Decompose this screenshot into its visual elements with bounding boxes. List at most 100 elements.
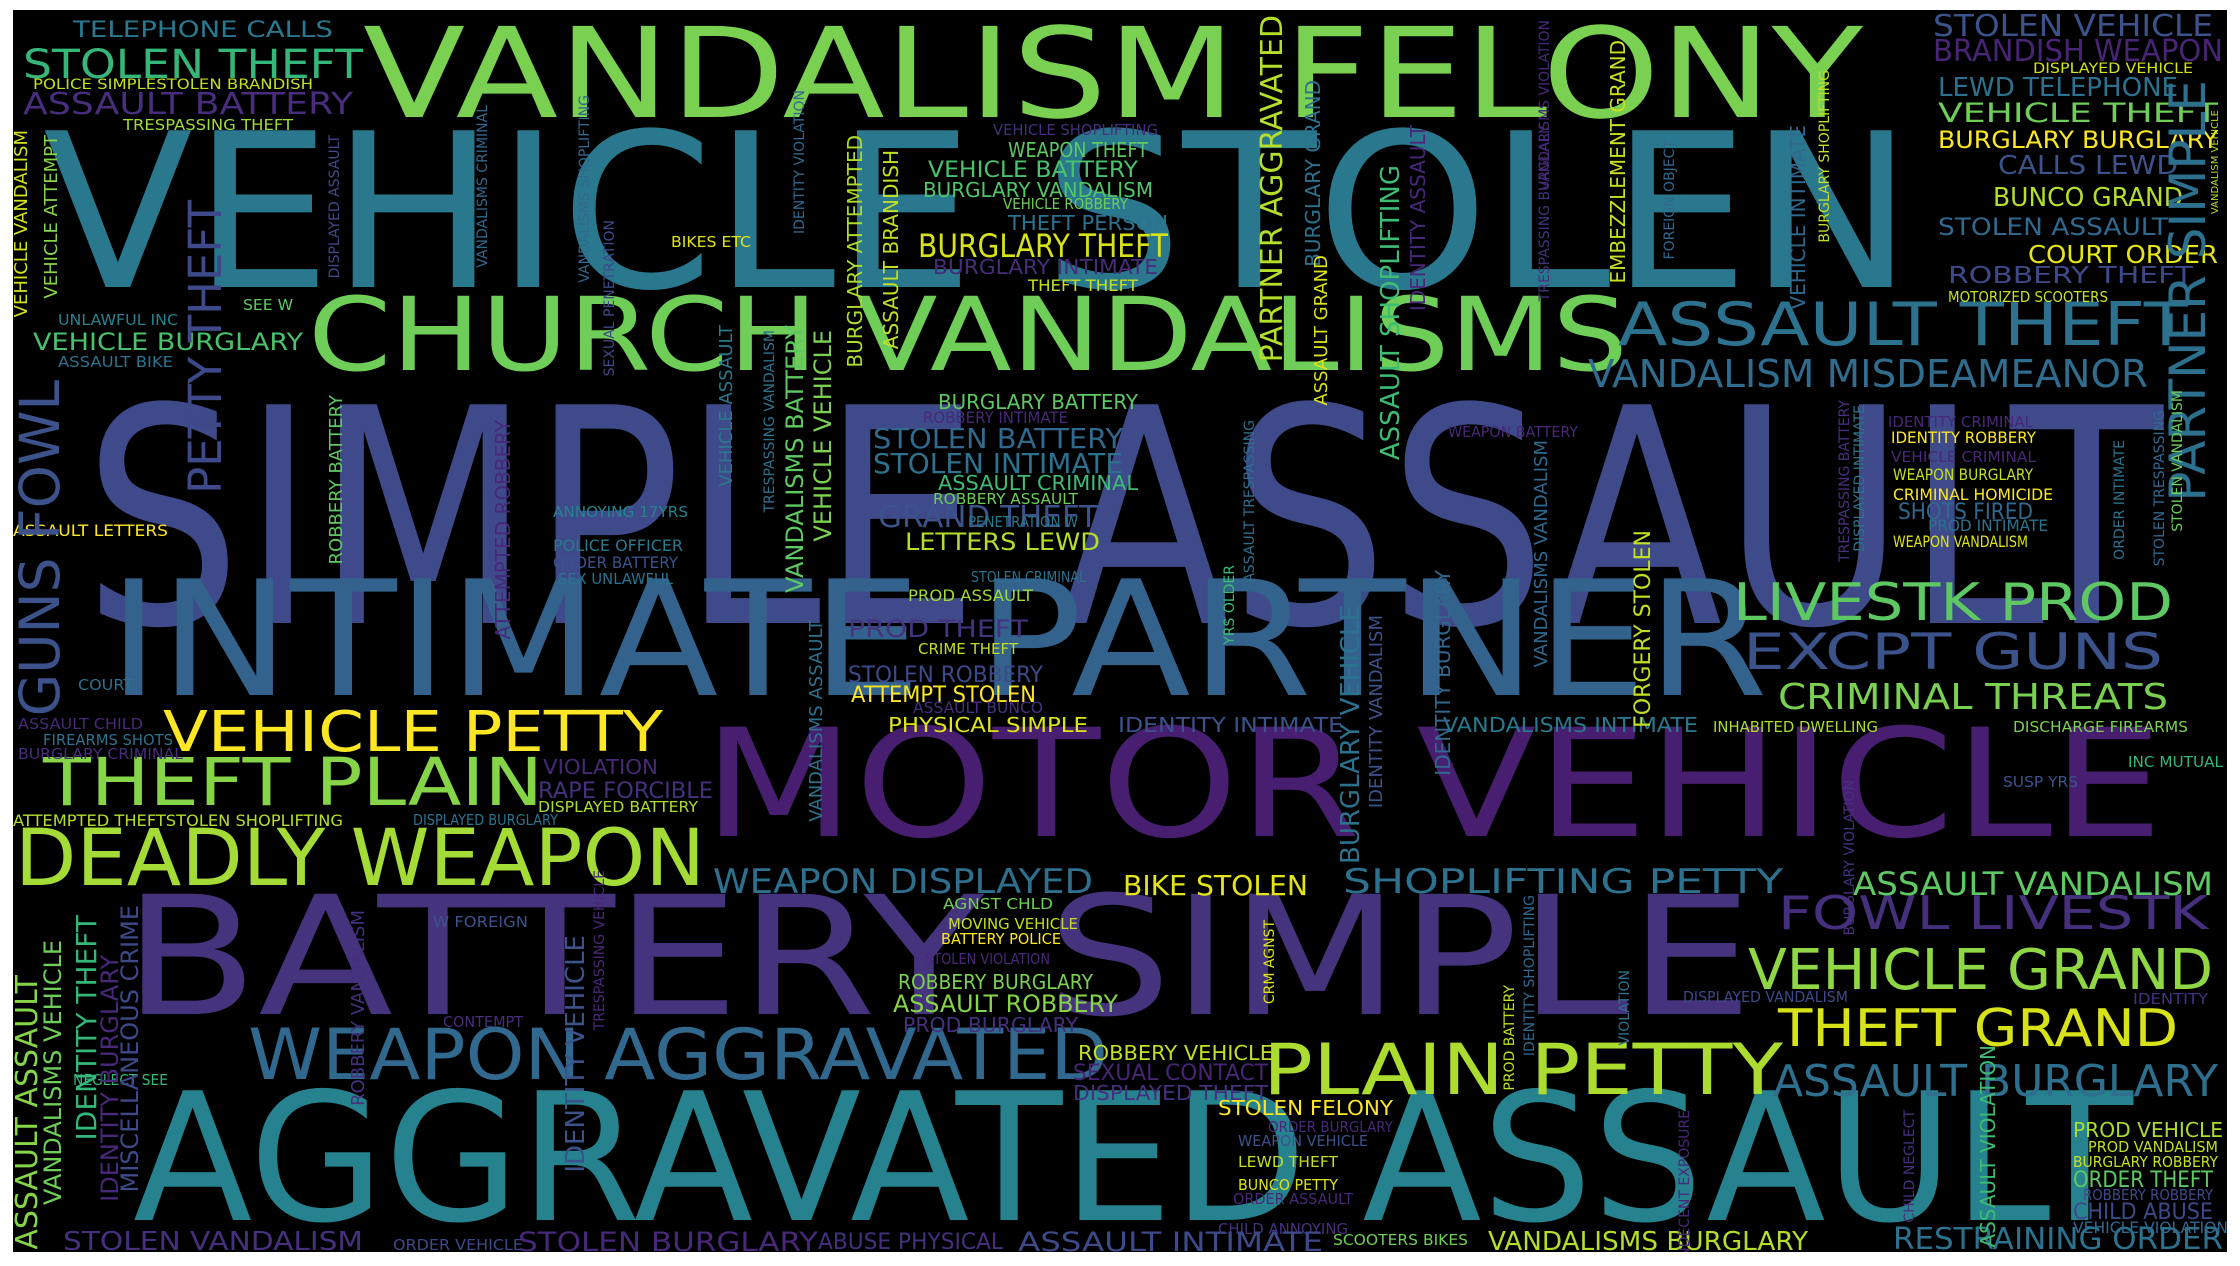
word-court-order: COURT ORDER bbox=[2028, 240, 2218, 269]
word-battery-simple: BATTERY SIMPLE bbox=[123, 861, 1753, 1053]
word-burglary-shoplifting: BURGLARY SHOPLIFTING bbox=[1817, 70, 1833, 243]
word-order-theft: ORDER THEFT bbox=[2073, 1168, 2213, 1193]
word-vandalisms-vandalism: VANDALISMS VANDALISM bbox=[1531, 440, 1552, 668]
word-petty-theft: PETTY THEFT bbox=[179, 200, 232, 494]
word-assault-burglary: ASSAULT BURGLARY bbox=[1773, 1056, 2218, 1107]
word-vehicle-battery: VEHICLE BATTERY bbox=[928, 158, 1138, 183]
word-vehicle-shoplifting: VEHICLE SHOPLIFTING bbox=[993, 121, 1158, 139]
word-criminal-threats: CRIMINAL THREATS bbox=[1778, 677, 2168, 718]
word-assault-criminal: ASSAULT CRIMINAL bbox=[938, 471, 1138, 495]
word-restraining-order: RESTRAINING ORDER bbox=[1893, 1222, 2223, 1253]
word-displayed-vandalism: DISPLAYED VANDALISM bbox=[1683, 988, 1848, 1006]
word-grand-theft: GRAND THEFT bbox=[878, 500, 1098, 535]
word-displayed-assault: DISPLAYED ASSAULT bbox=[327, 135, 343, 279]
word-vandalism-felony: VANDALISM FELONY bbox=[363, 10, 1863, 147]
word-crime-theft: CRIME THEFT bbox=[918, 640, 1018, 658]
word-burglary-grand: BURGLARY GRAND bbox=[1301, 80, 1325, 267]
word-stolen-burglary: STOLEN BURGLARY bbox=[518, 1227, 818, 1252]
word-battery-police: BATTERY POLICE bbox=[941, 930, 1061, 948]
word-police-officer: POLICE OFFICER bbox=[553, 536, 683, 555]
word-bike-stolen: BIKE STOLEN bbox=[1123, 869, 1308, 902]
word-displayed-battery: DISPLAYED BATTERY bbox=[538, 798, 698, 816]
word-robbery-vehicle: ROBBERY VEHICLE bbox=[1078, 1041, 1273, 1065]
word-identity-vandalism: IDENTITY VANDALISM bbox=[1366, 615, 1387, 809]
word-guns-fowl: GUNS FOWL bbox=[13, 380, 72, 717]
word-forgery-stolen: FORGERY STOLEN bbox=[1631, 530, 1656, 728]
word-robbery-battery: ROBBERY BATTERY bbox=[326, 395, 347, 565]
word-vehicle-robbery: VEHICLE ROBBERY bbox=[1003, 195, 1128, 213]
word-assault-robbery: ASSAULT ROBBERY bbox=[893, 990, 1118, 1018]
word-vandalism-misdeameanor: VANDALISM MISDEAMEANOR bbox=[1588, 352, 2148, 396]
word-church-vandalisms: CHURCH VANDALISMS bbox=[308, 276, 1628, 395]
word-miscellaneous-crime: MISCELLANEOUS CRIME bbox=[116, 905, 144, 1193]
word-lewd-theft: LEWD THEFT bbox=[1238, 1153, 1338, 1171]
word-vandalisms-assault: VANDALISMS ASSAULT bbox=[806, 620, 827, 822]
word-attempt-stolen: ATTEMPT STOLEN bbox=[851, 683, 1036, 708]
word-aggravated-assault: AGGRAVATED ASSAULT bbox=[133, 1055, 2133, 1252]
word-displayed-burglary: DISPLAYED BURGLARY bbox=[413, 811, 558, 829]
word-see-w: SEE W bbox=[243, 296, 293, 314]
word-sex-unlawful: SEX UNLAWFUL bbox=[558, 570, 673, 588]
word-burglary-attempted: BURGLARY ATTEMPTED bbox=[843, 135, 867, 368]
word-displayed-theft: DISPLAYED THEFT bbox=[1073, 1081, 1268, 1105]
word-stolen-felony: STOLEN FELONY bbox=[1218, 1096, 1393, 1120]
word-weapon-theft: WEAPON THEFT bbox=[1008, 138, 1148, 162]
word-displayed-intimate: DISPLAYED INTIMATE bbox=[1852, 405, 1868, 552]
word-trespassing-battery: TRESPASSING BATTERY bbox=[1837, 400, 1853, 562]
word-weapon-battery: WEAPON BATTERY bbox=[1448, 423, 1578, 441]
word-vehicle-assault: VEHICLE ASSAULT bbox=[716, 325, 737, 487]
word-prod-assault: PROD ASSAULT bbox=[908, 586, 1033, 605]
word-motorized-scooters: MOTORIZED SCOOTERS bbox=[1948, 288, 2108, 306]
word-displayed-vehicle: DISPLAYED VEHICLE bbox=[2033, 61, 2193, 77]
word-burglary-criminal: BURGLARY CRIMINAL bbox=[18, 745, 183, 763]
word-partner-aggravated: PARTNER AGGRAVATED bbox=[1255, 15, 1290, 363]
word-contempt: CONTEMPT bbox=[443, 1013, 523, 1031]
word-identity-assault: IDENTITY ASSAULT bbox=[1406, 125, 1430, 312]
word-burglary-robbery: BURGLARY ROBBERY bbox=[2073, 1153, 2218, 1171]
word-stolen-assault: STOLEN ASSAULT bbox=[1938, 213, 2168, 241]
word-neglect-see: NEGLECT SEE bbox=[73, 1071, 168, 1089]
word-prod-intimate: PROD INTIMATE bbox=[1928, 516, 2048, 535]
word-abuse-physical: ABUSE PHYSICAL bbox=[818, 1230, 1003, 1253]
word-cloud: SIMPLE ASSAULT VEHICLE STOLEN AGGRAVATED A… bbox=[13, 10, 2227, 1252]
word-attempted-theftstolen-shoplifting: ATTEMPTED THEFTSTOLEN SHOPLIFTING bbox=[13, 811, 343, 830]
word-penetration-w: PENETRATION W bbox=[968, 513, 1078, 531]
word-vehicle-violation: VEHICLE VIOLATION bbox=[2073, 1218, 2227, 1237]
word-assault-violation: ASSAULT VIOLATION bbox=[1976, 1045, 2000, 1248]
word-violation: VIOLATION bbox=[543, 755, 658, 779]
word-stolen-vandalism: STOLEN VANDALISM bbox=[2170, 390, 2186, 532]
word-stolen-intimate: STOLEN INTIMATE bbox=[873, 447, 1123, 480]
word-assault-battery: ASSAULT BATTERY bbox=[23, 87, 354, 122]
word-vehicle-theft: VEHICLE THEFT bbox=[1938, 98, 2218, 129]
word-identity: IDENTITY bbox=[2133, 990, 2208, 1008]
word-motor-vehicle: MOTOR VEHICLE bbox=[703, 698, 2163, 872]
word-vehicle-petty: VEHICLE PETTY bbox=[163, 700, 663, 765]
word-weapon-burglary: WEAPON BURGLARY bbox=[1893, 465, 2033, 484]
word-vandalisms-vehicle: VANDALISMS VEHICLE bbox=[39, 940, 67, 1205]
word-burglary-vehicle: BURGLARY VEHICLE bbox=[1336, 605, 1366, 864]
word-susp-yrs: SUSP YRS bbox=[2003, 773, 2078, 791]
word-w-foreign: W FOREIGN bbox=[433, 913, 528, 931]
word-stolen-battery: STOLEN BATTERY bbox=[873, 422, 1123, 455]
word-excpt-guns: EXCPT GUNS bbox=[1743, 623, 2163, 681]
word-simple-assault: SIMPLE ASSAULT bbox=[83, 345, 2163, 694]
word-order-burglary: ORDER BURGLARY bbox=[1268, 1118, 1393, 1136]
word-child-neglect: CHILD NEGLECT bbox=[1902, 1110, 1918, 1223]
word-theft-grand: THEFT GRAND bbox=[1778, 999, 2178, 1059]
word-order-vehicle: ORDER VEHICLE bbox=[393, 1236, 523, 1253]
word-stolen-criminal: STOLEN CRIMINAL bbox=[971, 568, 1086, 586]
word-prod-vandalism: PROD VANDALISM bbox=[2088, 1138, 2218, 1156]
word-deadly-weapon: DEADLY WEAPON bbox=[15, 814, 705, 904]
word-stolen-vehicle: STOLEN VEHICLE bbox=[1933, 10, 2213, 44]
word-assault-vandalism: ASSAULT VANDALISM bbox=[1853, 865, 2213, 903]
word-theft-theft: THEFT THEFT bbox=[1028, 276, 1138, 295]
word-robbery-burglary: ROBBERY BURGLARY bbox=[898, 970, 1093, 994]
word-firearms-shots: FIREARMS SHOTS bbox=[43, 731, 173, 749]
word-prod-vehicle: PROD VEHICLE bbox=[2073, 1118, 2223, 1142]
word-stolen-theft: STOLEN THEFT bbox=[23, 42, 363, 88]
word-assault-theft: ASSAULT THEFT bbox=[1618, 290, 2188, 360]
word-prod-burglary: PROD BURGLARY bbox=[903, 1013, 1078, 1037]
word-vehicle-grand: VEHICLE GRAND bbox=[1748, 938, 2213, 1003]
word-stolen-robbery: STOLEN ROBBERY bbox=[848, 663, 1043, 688]
word-annoying-17yrs: ANNOYING 17YRS bbox=[553, 503, 688, 521]
